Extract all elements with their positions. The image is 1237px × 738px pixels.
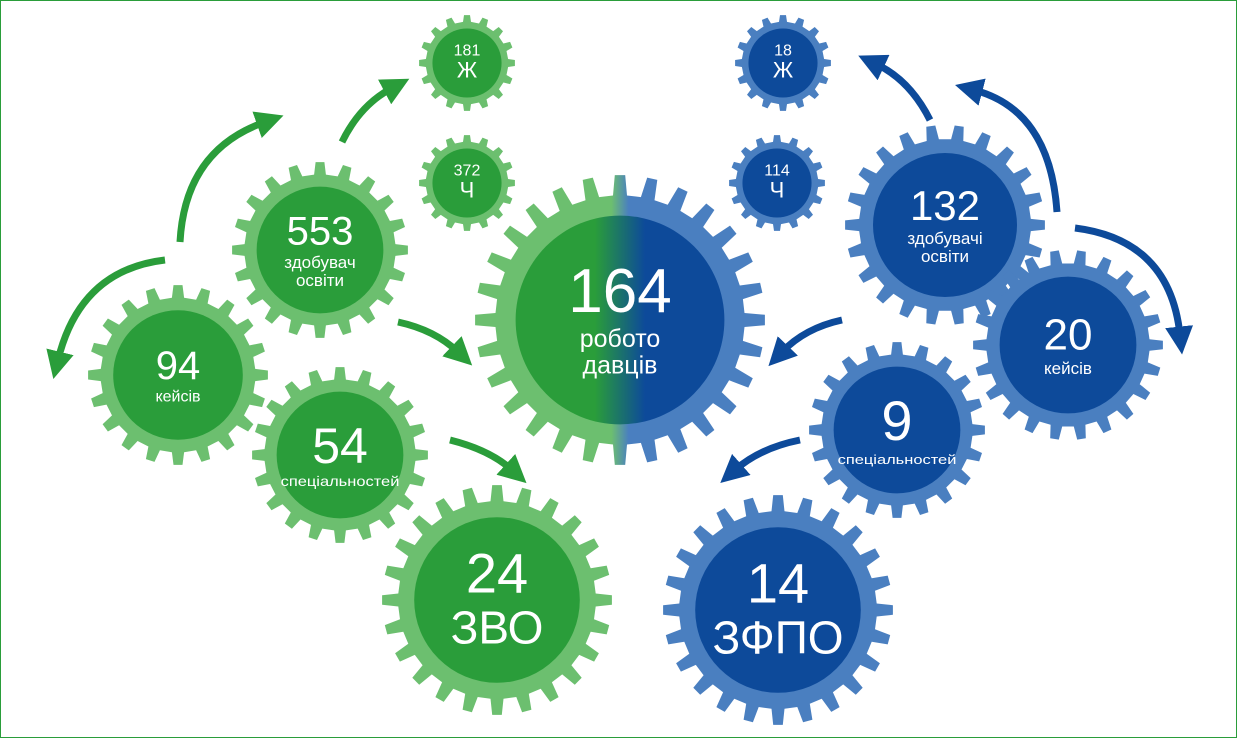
node-label: спеціальностей [281,473,400,489]
node-label: Ж [773,57,794,82]
node-value: 372 [454,163,481,180]
node-value: 18 [774,43,792,60]
node-label: освіти [921,247,969,266]
arrow [720,436,801,483]
node-label: здобувачі [907,229,982,248]
node-value: 114 [764,163,790,180]
node-label: робото [580,325,661,353]
node-label: спеціальностей [838,452,957,467]
arrow [46,256,166,380]
gear-center [515,215,725,425]
arrow [449,436,527,484]
node-value: 553 [287,210,354,254]
arrow [1074,224,1194,355]
gear: 18Ж [735,15,831,111]
gear-center [414,517,580,683]
gear-center [113,310,243,440]
node-value: 9 [881,389,912,452]
gear-center [748,28,818,98]
node-value: 20 [1044,311,1093,360]
node-value: 132 [910,182,980,229]
node-label: ЗФПО [712,611,843,663]
node-value: 164 [568,257,671,326]
node-label: кейсів [1044,359,1092,378]
gear-center [742,148,812,218]
node-label: кейсів [155,389,200,406]
arrows [46,54,1194,484]
node-label: освіти [296,271,344,290]
arrow [858,54,934,122]
node-value: 94 [156,344,201,388]
gear-center [833,366,961,494]
arrow [955,78,1061,213]
node-label: Ч [460,177,475,202]
node-label: здобувач [284,253,355,272]
node-label: ЗВО [451,601,544,653]
arrow [768,316,843,367]
node-label: Ж [457,57,478,82]
arrow [338,78,410,144]
node-label: Ч [770,177,785,202]
gear-center [432,28,502,98]
gear-center [432,148,502,218]
node-value: 24 [466,542,528,605]
node-value: 54 [312,418,368,474]
gear-center [873,153,1017,297]
arrow [176,111,284,243]
node-value: 14 [747,552,809,615]
gear-center [695,527,861,693]
arrow [397,318,473,366]
gear-center [256,186,384,314]
gear-center [276,391,404,519]
gear-center [999,276,1137,414]
node-label: давців [583,351,658,379]
node-value: 181 [454,43,481,60]
